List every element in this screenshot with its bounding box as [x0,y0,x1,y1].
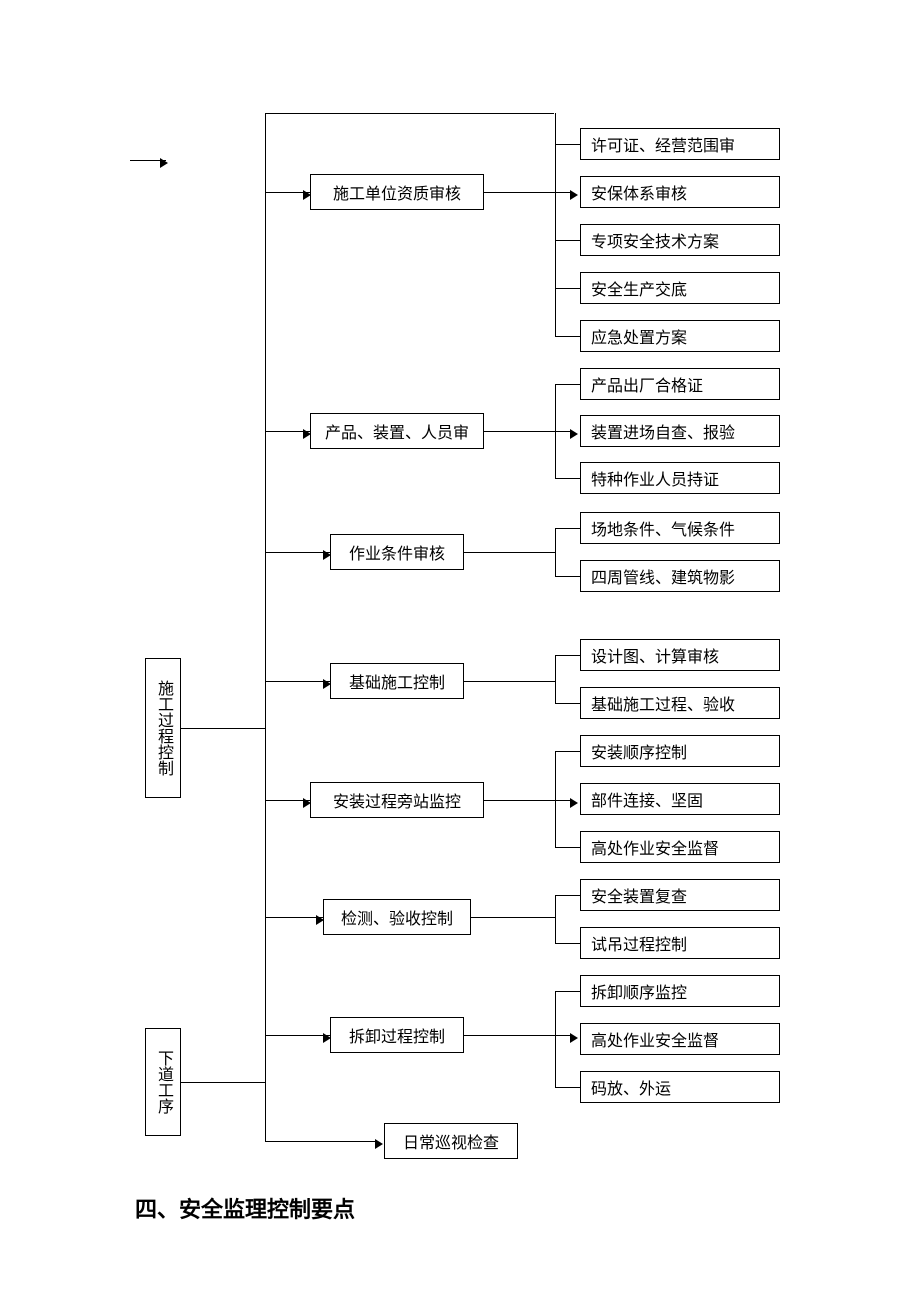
mid-process-box: 作业条件审核 [330,534,464,570]
mid-process-box: 检测、验收控制 [323,899,471,935]
connector-line [555,703,580,704]
connector-line [555,336,580,337]
connector-line [181,1082,265,1083]
connector-line [555,895,580,896]
mid-process-box: 拆卸过程控制 [330,1017,464,1053]
right-detail-box: 专项安全技术方案 [580,224,780,256]
arrow-icon [160,158,168,168]
arrow-icon [570,1033,578,1043]
connector-line [555,240,580,241]
connector-line [265,113,266,1141]
connector-line [555,384,580,385]
right-detail-box: 高处作业安全监督 [580,1023,780,1055]
connector-line [265,681,330,682]
connector-line [555,655,556,704]
mid-process-box: 日常巡视检查 [384,1123,518,1159]
arrow-icon [303,190,311,200]
connector-line [464,681,556,682]
right-detail-box: 安保体系审核 [580,176,780,208]
mid-process-box: 产品、装置、人员审 [310,413,484,449]
connector-line [555,751,556,848]
connector-line [464,552,556,553]
right-detail-box: 试吊过程控制 [580,927,780,959]
connector-line [555,576,580,577]
connector-line [555,895,556,944]
connector-line [555,113,556,145]
connector-line [484,431,572,432]
connector-line [555,478,580,479]
connector-line [555,1087,580,1088]
connector-line [555,991,556,1088]
connector-line [484,192,572,193]
arrow-icon [323,679,331,689]
connector-line [555,847,580,848]
right-detail-box: 装置进场自查、报验 [580,415,780,447]
connector-line [555,751,580,752]
arrow-icon [570,190,578,200]
left-stage-box: 施工过程控制 [145,658,181,798]
arrow-icon [303,798,311,808]
connector-line [555,144,580,145]
left-stage-box: 下道工序 [145,1028,181,1136]
right-detail-box: 应急处置方案 [580,320,780,352]
right-detail-box: 拆卸顺序监控 [580,975,780,1007]
connector-line [555,943,580,944]
right-detail-box: 产品出厂合格证 [580,368,780,400]
right-detail-box: 部件连接、坚固 [580,783,780,815]
mid-process-box: 基础施工控制 [330,663,464,699]
connector-line [265,113,554,114]
connector-line [265,1141,377,1142]
right-detail-box: 四周管线、建筑物影 [580,560,780,592]
connector-line [555,655,580,656]
section-heading: 四、安全监理控制要点 [135,1192,355,1224]
right-detail-box: 许可证、经营范围审 [580,128,780,160]
connector-line [555,528,580,529]
arrow-icon [323,550,331,560]
connector-line [555,384,556,479]
right-detail-box: 特种作业人员持证 [580,462,780,494]
arrow-icon [570,798,578,808]
arrow-icon [316,915,324,925]
arrow-icon [323,1033,331,1043]
connector-line [555,288,580,289]
right-detail-box: 码放、外运 [580,1071,780,1103]
right-detail-box: 基础施工过程、验收 [580,687,780,719]
right-detail-box: 场地条件、气候条件 [580,512,780,544]
connector-line [555,528,556,577]
connector-line [484,800,572,801]
right-detail-box: 高处作业安全监督 [580,831,780,863]
connector-line [265,1035,330,1036]
connector-line [265,552,330,553]
arrow-icon [303,429,311,439]
connector-line [555,991,580,992]
mid-process-box: 施工单位资质审核 [310,174,484,210]
arrow-icon [570,429,578,439]
connector-line [471,917,556,918]
right-detail-box: 安全生产交底 [580,272,780,304]
connector-line [265,917,323,918]
connector-line [181,728,265,729]
right-detail-box: 设计图、计算审核 [580,639,780,671]
right-detail-box: 安全装置复查 [580,879,780,911]
right-detail-box: 安装顺序控制 [580,735,780,767]
mid-process-box: 安装过程旁站监控 [310,782,484,818]
arrow-icon [375,1139,383,1149]
